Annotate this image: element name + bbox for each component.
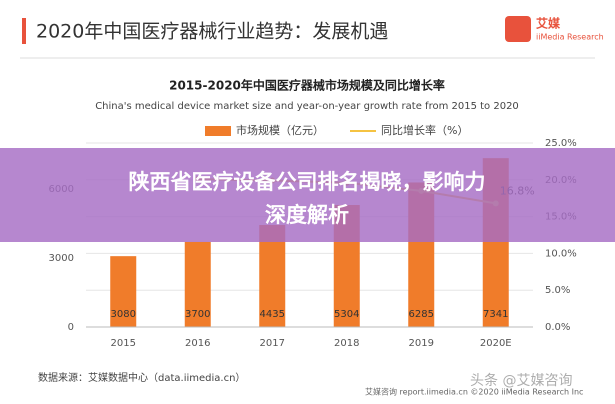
chart-subtitle: China's medical device market size and y… [95,101,519,112]
bar [110,256,137,327]
x-tick-label: 2019 [409,338,434,349]
y2-tick-label: 10.0% [545,248,577,259]
x-tick-label: 2017 [260,338,285,349]
legend-label: 市场规模（亿元） [236,123,324,137]
data-label: 6285 [409,309,434,320]
x-tick-label: 2015 [111,338,136,349]
data-label: 3080 [111,309,136,320]
data-label: 5304 [334,309,359,320]
banner-line: 深度解析 [265,203,349,227]
watermark: 头条 @艾媒咨询 [470,372,572,389]
x-tick-label: 2018 [334,338,359,349]
banner-line: 陕西省医疗设备公司排名揭晓，影响力 [129,170,486,194]
chart-title: 2015-2020年中国医疗器械市场规模及同比增长率 [169,78,445,93]
data-label: 7341 [483,309,508,320]
logo-icon [505,16,531,42]
bar [184,241,211,327]
x-tick-label: 2016 [185,338,210,349]
logo-sub: iiMedia Research [536,33,604,42]
x-tick-label: 2020E [480,338,512,349]
y-tick-label: 3000 [49,253,74,264]
title-accent [22,18,26,44]
y2-tick-label: 5.0% [545,285,570,296]
y-tick-label: 0 [68,322,74,333]
header-title: 2020年中国医疗器械行业趋势：发展机遇 [36,21,388,43]
y2-tick-label: 25.0% [545,138,577,149]
data-label: 4435 [260,309,285,320]
footer-brand: 艾媒咨询 report.iimedia.cn ©2020 iiMedia Res… [365,387,583,397]
banner [0,148,615,242]
logo: 艾媒 [536,16,561,31]
legend-swatch [205,126,231,136]
legend-label: 同比增长率（%） [381,123,468,137]
y2-tick-label: 0.0% [545,322,570,333]
source: 数据来源：艾媒数据中心（data.iimedia.cn） [38,371,245,384]
data-label: 3700 [185,309,210,320]
